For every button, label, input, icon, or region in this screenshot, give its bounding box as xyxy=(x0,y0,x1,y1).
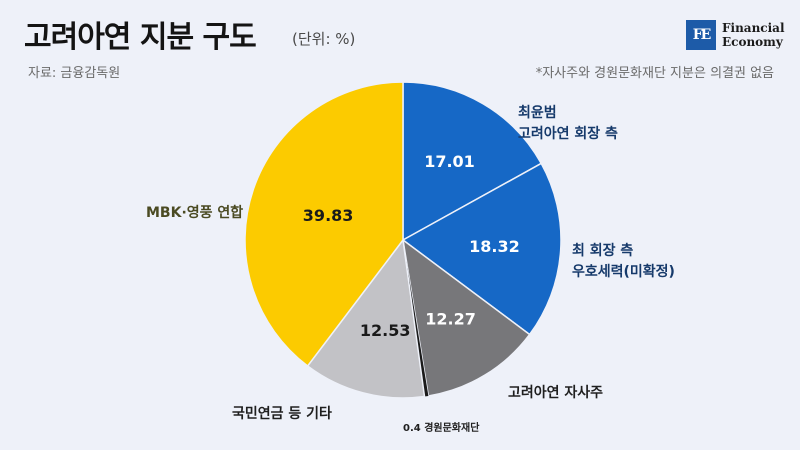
footnote: *자사주와 경원문화재단 지분은 의결권 없음 xyxy=(535,66,774,81)
slice-value-label: 17.01 xyxy=(424,152,475,171)
slice-category-label: MBK·영풍 연합 xyxy=(146,204,243,221)
slice-value-label: 12.27 xyxy=(425,309,476,328)
slice-value-label: 18.32 xyxy=(469,237,520,256)
slice-value-label: 39.83 xyxy=(303,206,354,225)
pie-slice xyxy=(402,81,543,242)
logo-line-1: Financial xyxy=(722,21,785,35)
unit-label: (단위: %) xyxy=(292,30,356,48)
slice-category-label: 0.4 경원문화재단 xyxy=(403,421,480,434)
logo-line-2: Economy xyxy=(722,35,783,49)
source-label: 자료: 금융감독원 xyxy=(28,66,121,81)
publisher-logo: FE Financial Economy xyxy=(686,20,785,50)
slice-category-label: 최윤범 고려아연 회장 측 xyxy=(518,105,618,142)
pie-slice xyxy=(244,81,404,368)
slice-value-label: 12.53 xyxy=(360,321,411,340)
pie-slice xyxy=(401,162,562,336)
logo-mark: FE xyxy=(686,20,716,50)
chart-title: 고려아연 지분 구도 xyxy=(24,20,257,55)
slice-category-label: 최 회장 측 우호세력(미확정) xyxy=(572,242,675,280)
pie-slice xyxy=(306,238,426,399)
pie-slice xyxy=(403,240,429,397)
logo-wordmark: Financial Economy xyxy=(722,21,785,49)
slice-category-label: 국민연금 등 기타 xyxy=(232,405,332,422)
slice-category-label: 고려아연 자사주 xyxy=(508,384,603,401)
pie-slice xyxy=(401,238,531,397)
